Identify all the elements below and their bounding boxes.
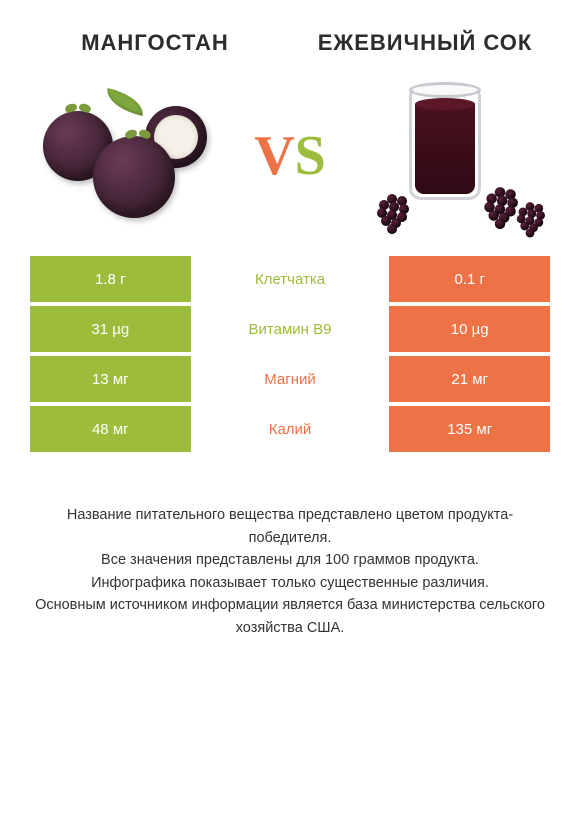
product-image-right <box>360 76 550 236</box>
cell-label: Магний <box>191 356 390 402</box>
table-row: 13 мгМагний21 мг <box>30 356 550 402</box>
cell-label: Клетчатка <box>191 256 390 302</box>
footer-line-1: Название питательного вещества представл… <box>30 504 550 549</box>
header-right: ЕЖЕВИЧНЫЙ СОК <box>290 30 560 56</box>
images-row: VS <box>0 66 580 246</box>
title-left: МАНГОСТАН <box>20 30 290 56</box>
header-left: МАНГОСТАН <box>20 30 290 56</box>
cell-left: 31 µg <box>30 306 191 352</box>
vs-label: VS <box>254 124 326 188</box>
cell-left: 48 мг <box>30 406 191 452</box>
product-image-left <box>30 76 220 236</box>
vs-v: V <box>254 125 294 187</box>
cell-right: 21 мг <box>389 356 550 402</box>
cell-label: Калий <box>191 406 390 452</box>
footer-line-2: Все значения представлены для 100 граммо… <box>30 549 550 571</box>
title-right: ЕЖЕВИЧНЫЙ СОК <box>290 30 560 56</box>
blackberry-juice-icon <box>365 76 545 236</box>
header: МАНГОСТАН ЕЖЕВИЧНЫЙ СОК <box>0 0 580 66</box>
table-row: 1.8 гКлетчатка0.1 г <box>30 256 550 302</box>
vs-s: S <box>295 125 326 187</box>
mangosteen-icon <box>35 86 215 226</box>
cell-left: 13 мг <box>30 356 191 402</box>
cell-right: 0.1 г <box>389 256 550 302</box>
table-row: 31 µgВитамин B910 µg <box>30 306 550 352</box>
cell-left: 1.8 г <box>30 256 191 302</box>
comparison-table: 1.8 гКлетчатка0.1 г31 µgВитамин B910 µg1… <box>0 246 580 452</box>
footer-line-4: Основным источником информации является … <box>30 594 550 639</box>
cell-right: 10 µg <box>389 306 550 352</box>
footer-notes: Название питательного вещества представл… <box>0 456 580 639</box>
table-row: 48 мгКалий135 мг <box>30 406 550 452</box>
cell-right: 135 мг <box>389 406 550 452</box>
footer-line-3: Инфографика показывает только существенн… <box>30 572 550 594</box>
cell-label: Витамин B9 <box>191 306 390 352</box>
